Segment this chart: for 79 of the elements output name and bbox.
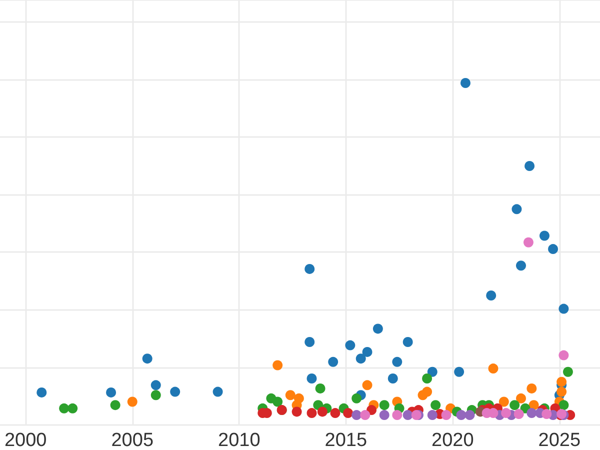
point [516,260,526,271]
point [150,380,161,390]
point [392,356,402,367]
point [510,400,520,410]
point [558,304,569,314]
point [379,410,390,420]
point [212,386,223,397]
point [379,400,390,410]
point [106,387,116,398]
point [427,366,438,377]
point [343,408,354,418]
point [562,366,573,377]
point [360,410,370,420]
point [464,410,475,420]
point [142,354,152,364]
point [402,336,413,347]
x-tick-label: 2000 [4,430,47,450]
point [460,78,470,88]
point [558,350,569,360]
x-tick-label: 2020 [432,430,474,450]
point [427,410,438,420]
point [362,346,372,357]
point [315,383,326,394]
point [430,400,441,410]
point [328,356,338,367]
point [110,400,120,410]
point [372,324,383,334]
point [441,410,452,420]
point [68,403,78,414]
point [285,390,296,400]
point [304,336,315,347]
point [330,408,340,418]
point [548,244,558,254]
point [556,386,567,397]
x-tick-label: 2005 [111,430,154,450]
point [170,386,180,397]
point [392,410,402,420]
point [292,406,302,417]
point [526,383,537,394]
point [272,360,283,370]
point [352,410,362,420]
point [558,400,569,410]
point [356,354,366,364]
point [516,393,526,404]
point [456,410,466,420]
point [304,264,315,274]
point [514,409,524,420]
point [345,340,356,350]
x-tick-label: 2010 [218,430,260,450]
point [127,396,138,407]
point [36,387,47,398]
point [501,408,512,418]
point [150,390,161,400]
point [524,161,535,172]
point [317,406,328,417]
point [306,408,317,418]
point [498,396,509,407]
point [556,376,567,387]
point [486,290,496,301]
point [362,380,372,390]
point [388,374,398,384]
point [411,410,422,420]
point [59,403,70,414]
point [512,204,522,214]
point [422,386,432,397]
point [422,374,432,384]
point [306,374,317,384]
point [542,409,552,420]
point [352,393,362,404]
point [366,405,377,416]
point [523,237,534,248]
point [526,408,537,418]
point [402,410,413,420]
point [454,366,464,377]
x-tick-label: 2025 [538,430,581,450]
x-tick-label: 2015 [324,430,368,450]
point [272,396,283,407]
point [488,364,498,374]
point [539,230,550,241]
